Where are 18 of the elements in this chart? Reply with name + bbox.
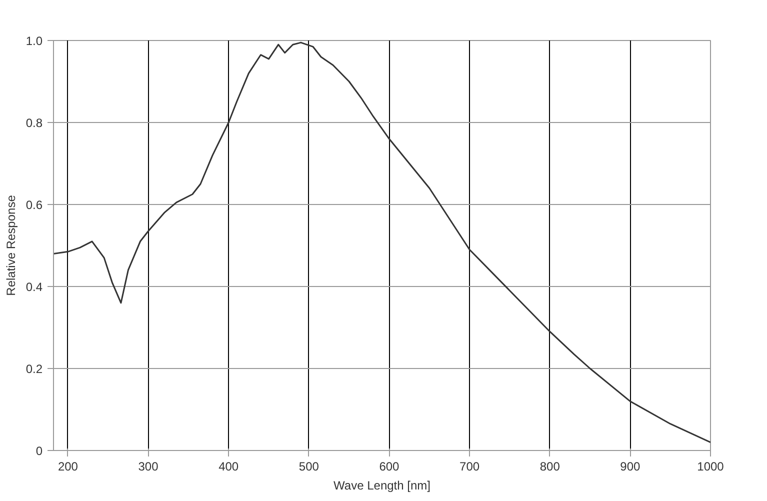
y-tick-label: 0.8	[26, 116, 43, 130]
y-axis-title: Relative Response	[4, 194, 18, 296]
x-tick-label: 400	[218, 460, 239, 474]
x-tick-label: 600	[379, 460, 400, 474]
y-tick-label: 0.4	[26, 280, 43, 294]
x-tick-label: 800	[540, 460, 560, 474]
y-tick-label: 0.2	[26, 362, 43, 376]
x-tick-label: 200	[58, 460, 78, 474]
x-tick-label: 700	[460, 460, 480, 474]
x-tick-label: 300	[138, 460, 159, 474]
x-axis-title: Wave Length [nm]	[334, 478, 430, 492]
y-tick-label: 0	[36, 444, 43, 458]
x-tick-label: 1000	[697, 460, 724, 474]
line-series	[54, 42, 710, 444]
x-tick-label: 900	[620, 460, 641, 474]
y-tick-label: 0.6	[26, 198, 43, 212]
x-tick-label: 500	[298, 460, 320, 474]
y-tick-label: 1.0	[26, 34, 43, 48]
